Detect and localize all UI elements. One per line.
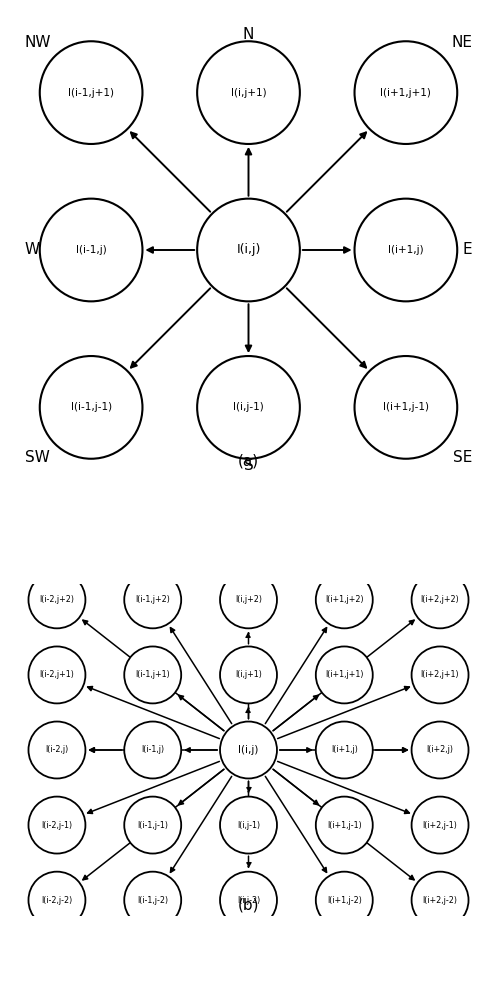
- Text: I(i+1,j-1): I(i+1,j-1): [383, 402, 429, 412]
- Circle shape: [316, 571, 373, 628]
- Circle shape: [354, 41, 457, 144]
- Text: I(i-1,j): I(i-1,j): [141, 746, 165, 754]
- Text: I(i-2,j+1): I(i-2,j+1): [39, 670, 75, 679]
- Circle shape: [28, 571, 85, 628]
- Circle shape: [316, 722, 373, 778]
- Text: S: S: [244, 458, 253, 473]
- Text: I(i,j+2): I(i,j+2): [235, 595, 262, 604]
- Text: I(i-1,j-1): I(i-1,j-1): [137, 821, 168, 830]
- Text: I(i+2,j-2): I(i+2,j-2): [422, 896, 458, 905]
- Text: I(i+1,j): I(i+1,j): [331, 746, 358, 754]
- Text: SW: SW: [25, 450, 50, 465]
- Text: I(i-2,j-1): I(i-2,j-1): [41, 821, 73, 830]
- Circle shape: [220, 797, 277, 854]
- Text: I(i,j): I(i,j): [236, 243, 261, 256]
- Circle shape: [124, 646, 181, 703]
- Circle shape: [354, 356, 457, 459]
- Circle shape: [316, 646, 373, 703]
- Text: I(i+2,j+2): I(i+2,j+2): [420, 595, 459, 604]
- Text: I(i,j-1): I(i,j-1): [233, 402, 264, 412]
- Text: SE: SE: [453, 450, 472, 465]
- Circle shape: [220, 722, 277, 778]
- Circle shape: [220, 571, 277, 628]
- Text: I(i+1,j+2): I(i+1,j+2): [325, 595, 364, 604]
- Circle shape: [197, 41, 300, 144]
- Circle shape: [124, 872, 181, 929]
- Text: I(i-1,j+1): I(i-1,j+1): [135, 670, 170, 679]
- Circle shape: [412, 646, 469, 703]
- Circle shape: [28, 646, 85, 703]
- Text: NE: NE: [451, 35, 472, 50]
- Text: I(i+1,j): I(i+1,j): [388, 245, 424, 255]
- Text: I(i-2,j): I(i-2,j): [45, 746, 69, 754]
- Circle shape: [28, 797, 85, 854]
- Circle shape: [197, 199, 300, 301]
- Circle shape: [124, 571, 181, 628]
- Text: I(i+2,j+1): I(i+2,j+1): [421, 670, 459, 679]
- Circle shape: [412, 571, 469, 628]
- Circle shape: [28, 872, 85, 929]
- Text: I(i,j-1): I(i,j-1): [237, 821, 260, 830]
- Text: I(i-1,j-1): I(i-1,j-1): [71, 402, 112, 412]
- Circle shape: [124, 797, 181, 854]
- Text: I(i+1,j-1): I(i+1,j-1): [327, 821, 362, 830]
- Text: E: E: [463, 242, 472, 257]
- Text: W: W: [25, 242, 40, 257]
- Circle shape: [124, 722, 181, 778]
- Text: I(i,j+1): I(i,j+1): [235, 670, 262, 679]
- Text: (a): (a): [238, 454, 259, 469]
- Text: I(i+2,j-1): I(i+2,j-1): [422, 821, 458, 830]
- Text: I(i+1,j-2): I(i+1,j-2): [327, 896, 362, 905]
- Circle shape: [354, 199, 457, 301]
- Text: N: N: [243, 27, 254, 42]
- Text: I(i,j+1): I(i,j+1): [231, 88, 266, 98]
- Text: I(i+1,j+1): I(i+1,j+1): [380, 88, 431, 98]
- Circle shape: [40, 199, 143, 301]
- Text: I(i+1,j+1): I(i+1,j+1): [325, 670, 363, 679]
- Text: (b): (b): [238, 898, 259, 913]
- Text: NW: NW: [25, 35, 51, 50]
- Circle shape: [316, 797, 373, 854]
- Circle shape: [412, 797, 469, 854]
- Circle shape: [197, 356, 300, 459]
- Text: I(i-1,j): I(i-1,j): [76, 245, 106, 255]
- Text: I(i-2,j+2): I(i-2,j+2): [39, 595, 75, 604]
- Circle shape: [28, 722, 85, 778]
- Text: I(i,j): I(i,j): [239, 745, 258, 755]
- Text: I(i-1,j+2): I(i-1,j+2): [135, 595, 170, 604]
- Circle shape: [40, 356, 143, 459]
- Text: I(i-2,j-2): I(i-2,j-2): [41, 896, 73, 905]
- Circle shape: [220, 872, 277, 929]
- Text: I(i+2,j): I(i+2,j): [426, 746, 454, 754]
- Circle shape: [40, 41, 143, 144]
- Circle shape: [412, 722, 469, 778]
- Circle shape: [316, 872, 373, 929]
- Circle shape: [412, 872, 469, 929]
- Text: I(i,j-2): I(i,j-2): [237, 896, 260, 905]
- Text: I(i-1,j+1): I(i-1,j+1): [68, 88, 114, 98]
- Circle shape: [220, 646, 277, 703]
- Text: I(i-1,j-2): I(i-1,j-2): [137, 896, 168, 905]
